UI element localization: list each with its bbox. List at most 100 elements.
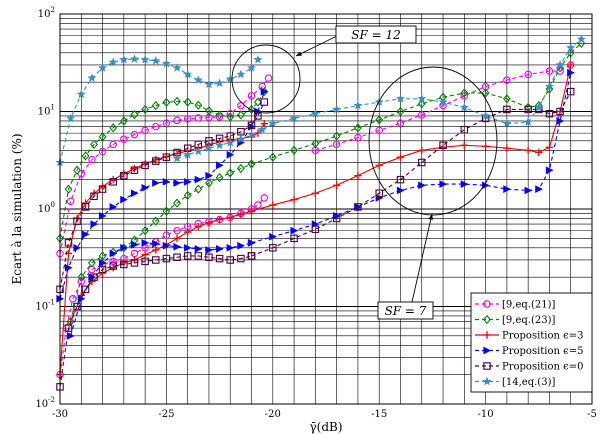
data-point xyxy=(225,137,235,147)
data-point xyxy=(226,256,234,264)
plot-frame xyxy=(59,13,593,405)
data-point xyxy=(98,265,107,274)
data-point xyxy=(354,203,362,211)
data-point xyxy=(237,210,245,219)
data-point xyxy=(87,73,97,83)
data-point xyxy=(354,171,362,180)
data-point xyxy=(417,99,426,109)
series-line xyxy=(59,91,265,299)
y-axis-label: Ecart à la simulation (%) xyxy=(10,133,24,284)
data-point xyxy=(524,186,533,195)
data-point xyxy=(173,253,181,261)
data-point xyxy=(503,76,511,84)
data-point xyxy=(535,185,543,193)
data-point xyxy=(120,195,128,204)
data-point xyxy=(226,168,235,178)
data-point xyxy=(534,102,544,112)
data-point xyxy=(109,178,117,186)
data-point xyxy=(130,130,139,139)
data-point xyxy=(205,253,213,261)
series-line xyxy=(251,64,572,212)
legend: [9,eq.(21)] [9,eq.(23)] Proposition ϵ=3 Pro… xyxy=(470,292,593,393)
data-point xyxy=(503,144,511,152)
data-point xyxy=(290,234,298,243)
data-point xyxy=(566,42,576,52)
data-point xyxy=(555,60,565,69)
data-point xyxy=(438,97,448,107)
x-tick-label: -30 xyxy=(52,409,68,420)
data-point xyxy=(247,159,256,169)
legend-entry: [9,eq.(23)] xyxy=(475,314,555,326)
data-point xyxy=(264,74,273,82)
data-point xyxy=(184,177,192,186)
data-point xyxy=(109,175,117,184)
data-point xyxy=(535,148,543,157)
data-point xyxy=(375,115,384,125)
series-line xyxy=(59,101,265,290)
legend-entry: Proposition ϵ=5 xyxy=(475,346,583,357)
x-tick-label: -25 xyxy=(158,409,174,420)
data-point xyxy=(173,226,181,235)
data-point xyxy=(119,54,129,64)
data-point xyxy=(502,118,512,128)
series-group xyxy=(55,34,587,391)
data-point xyxy=(269,201,277,209)
data-point xyxy=(98,185,107,193)
data-point xyxy=(204,143,214,153)
data-point xyxy=(193,146,203,156)
data-point xyxy=(64,184,73,194)
series-4 xyxy=(56,68,575,340)
data-point xyxy=(524,105,532,114)
data-point xyxy=(460,180,469,188)
legend-entry: Proposition ϵ=3 xyxy=(475,331,583,342)
data-point xyxy=(225,74,235,84)
data-point xyxy=(460,141,469,150)
data-point xyxy=(483,331,491,339)
data-point xyxy=(109,249,118,258)
data-point xyxy=(481,88,490,98)
legend-label: [14,eq.(3)] xyxy=(502,377,555,388)
data-point xyxy=(77,272,86,282)
data-point xyxy=(236,69,246,79)
data-point xyxy=(194,245,203,253)
data-point xyxy=(260,194,269,202)
legend-label: Proposition ϵ=0 xyxy=(502,362,583,373)
data-point xyxy=(194,184,203,194)
data-point xyxy=(81,230,90,239)
data-point xyxy=(396,186,405,195)
annotation-label: SF = 12 xyxy=(351,28,401,42)
data-point xyxy=(290,195,298,204)
data-point xyxy=(290,145,298,155)
data-point xyxy=(215,113,224,121)
data-point xyxy=(204,79,214,89)
data-point xyxy=(332,214,341,223)
data-point xyxy=(226,112,235,122)
data-point xyxy=(226,213,234,222)
data-point xyxy=(237,254,245,263)
data-point xyxy=(205,246,214,254)
data-point xyxy=(214,78,225,88)
data-point xyxy=(98,212,107,220)
data-point xyxy=(247,207,256,215)
data-point xyxy=(90,192,98,201)
data-point xyxy=(88,155,96,164)
data-point xyxy=(152,122,160,131)
series-line xyxy=(59,77,269,254)
data-point xyxy=(524,70,532,79)
data-point xyxy=(81,151,90,161)
data-point xyxy=(120,259,128,267)
data-point xyxy=(130,240,139,249)
data-point xyxy=(310,108,321,118)
data-point xyxy=(120,260,128,269)
data-point xyxy=(545,84,554,94)
data-point xyxy=(247,92,256,100)
data-point xyxy=(183,115,192,123)
data-point xyxy=(246,62,257,72)
data-point xyxy=(65,113,76,123)
data-point xyxy=(141,161,149,170)
data-point xyxy=(141,126,149,135)
data-point xyxy=(130,164,139,173)
data-point xyxy=(130,166,139,174)
data-point xyxy=(253,54,263,64)
data-point xyxy=(418,181,426,190)
